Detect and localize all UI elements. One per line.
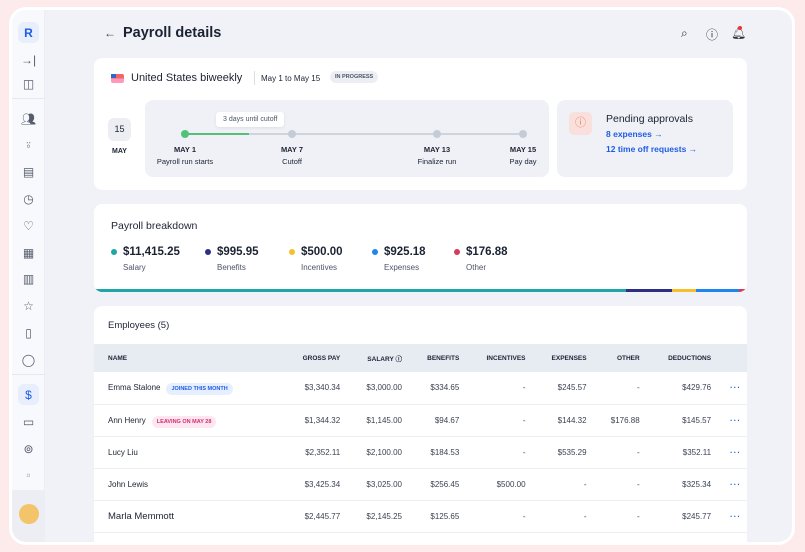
more-options-button[interactable]: ··· bbox=[730, 479, 741, 489]
employees-table: NAME GROSS PAY SALARY ⓘ BENEFITS INCENTIVES E… bbox=[94, 344, 747, 533]
clock-icon[interactable]: ◷ bbox=[23, 191, 34, 206]
help-icon[interactable]: ⓘ bbox=[706, 28, 719, 42]
legend-dot bbox=[111, 249, 117, 255]
money-icon[interactable]: ⊚ bbox=[23, 441, 34, 456]
heart-icon[interactable]: ♡ bbox=[23, 218, 34, 233]
breakdown-segment bbox=[695, 289, 739, 292]
column-header: NAME bbox=[94, 344, 282, 372]
milestone-dot bbox=[519, 130, 527, 138]
add-person-icon[interactable]: ⍤ bbox=[24, 138, 33, 152]
table-row[interactable]: Lucy Liu $2,352.11 $2,100.00 $184.53- $535.2… bbox=[94, 436, 747, 469]
breakdown-segment bbox=[94, 289, 626, 292]
more-options-button[interactable]: ··· bbox=[730, 383, 741, 393]
people-icon[interactable]: 👥︎ bbox=[20, 111, 37, 126]
milestone: MAY 13 Finalize run bbox=[417, 145, 457, 166]
employee-badge: LEAVING ON MAY 28 bbox=[151, 415, 217, 428]
breakdown-item: $995.95 Benefits bbox=[205, 246, 259, 272]
breakdown-segment bbox=[625, 289, 673, 292]
collapse-icon[interactable]: →| bbox=[20, 52, 37, 67]
document-icon[interactable]: ▦ bbox=[22, 245, 35, 260]
alert-icon: ⓘ bbox=[569, 112, 592, 135]
column-header: EXPENSES bbox=[531, 344, 593, 372]
status-badge: IN PROGRESS bbox=[330, 71, 379, 83]
back-arrow-icon[interactable]: ← bbox=[104, 26, 116, 40]
payroll-breakdown-card: Payroll breakdown $11,415.25 Salary $995.9… bbox=[94, 204, 747, 292]
table-row[interactable]: Ann Henry LEAVING ON MAY 28 $1,344.32 $1,14… bbox=[94, 404, 747, 437]
breakdown-item: $176.88 Other bbox=[454, 246, 508, 272]
breakdown-title: Payroll breakdown bbox=[111, 220, 198, 232]
calculator-icon[interactable]: ▥ bbox=[22, 271, 35, 286]
expenses-link[interactable]: 8 expenses → bbox=[606, 129, 663, 139]
milestone-dot bbox=[433, 130, 441, 138]
milestone: MAY 7 Cutoff bbox=[280, 145, 304, 166]
employee-badge: JOINED THIS MONTH bbox=[166, 383, 233, 396]
breakdown-bar bbox=[94, 289, 747, 292]
more-options-button[interactable]: ··· bbox=[730, 415, 741, 425]
time-off-link[interactable]: 12 time off requests → bbox=[606, 144, 698, 154]
run-dates: May 1 to May 15 bbox=[261, 74, 321, 83]
column-header: GROSS PAY bbox=[281, 344, 347, 372]
table-row[interactable]: Emma Stalone JOINED THIS MONTH $3,340.34 $3… bbox=[94, 372, 747, 405]
approvals-title: Pending approvals bbox=[606, 113, 693, 125]
list-icon[interactable]: ▤ bbox=[22, 164, 35, 179]
bell-icon[interactable]: 🔔︎ bbox=[731, 26, 747, 40]
more-options-button[interactable]: ··· bbox=[730, 511, 741, 521]
panel-icon[interactable]: ◫ bbox=[22, 76, 35, 91]
dollar-icon[interactable]: $ bbox=[18, 384, 39, 405]
table-row[interactable]: Marla Memmott $2,445.77 $2,145.25 $125.65- -… bbox=[94, 500, 747, 533]
breakdown-item: $925.18 Expenses bbox=[372, 246, 426, 272]
milestone-dot bbox=[181, 130, 189, 138]
column-header: OTHER bbox=[592, 344, 646, 372]
milestone-dot bbox=[288, 130, 296, 138]
help-icon: ⓘ bbox=[395, 356, 402, 363]
legend-dot bbox=[205, 249, 211, 255]
receipt-icon[interactable]: ▫ bbox=[26, 467, 31, 482]
employees-title: Employees (5) bbox=[108, 320, 170, 331]
breakdown-item: $11,415.25 Salary bbox=[111, 246, 180, 272]
timeline: 3 days until cutoff MAY 1 Payroll run sta… bbox=[145, 100, 549, 177]
calendar-icon: 15 bbox=[108, 118, 131, 141]
milestone: MAY 15 Pay day bbox=[509, 145, 537, 166]
page-title: Payroll details bbox=[123, 25, 222, 41]
logo: R bbox=[18, 22, 39, 43]
run-name: United States biweekly bbox=[131, 72, 243, 84]
avatar[interactable] bbox=[19, 504, 39, 524]
calendar-month: MAY bbox=[112, 148, 127, 155]
breakdown-segment bbox=[672, 289, 696, 292]
legend-dot bbox=[454, 249, 460, 255]
column-header: INCENTIVES bbox=[465, 344, 532, 372]
more-options-button[interactable]: ··· bbox=[730, 447, 741, 457]
breakdown-segment bbox=[738, 289, 747, 292]
device-icon[interactable]: ▯ bbox=[25, 325, 32, 340]
us-flag-icon bbox=[111, 74, 124, 83]
app-window: R →| ◫ 👥︎ ⍤ ▤ ◷ ♡ ▦ ▥ ☆ ▯ ◯ $ ▭ ⊚ ▫ ← Pa… bbox=[12, 10, 792, 542]
search-icon[interactable]: ⌕ bbox=[681, 26, 688, 40]
milestone: MAY 1 Payroll run starts bbox=[156, 145, 214, 166]
chat-icon[interactable]: ◯ bbox=[21, 352, 36, 367]
payroll-run-card: United States biweekly May 1 to May 15 I… bbox=[94, 58, 747, 190]
pending-approvals: ⓘ Pending approvals 8 expenses → 12 time… bbox=[557, 100, 733, 177]
column-header: SALARY ⓘ bbox=[346, 344, 408, 372]
star-icon[interactable]: ☆ bbox=[23, 298, 34, 313]
card-icon[interactable]: ▭ bbox=[22, 414, 35, 429]
legend-dot bbox=[289, 249, 295, 255]
sidebar: R →| ◫ 👥︎ ⍤ ▤ ◷ ♡ ▦ ▥ ☆ ▯ ◯ $ ▭ ⊚ ▫ bbox=[12, 10, 45, 542]
legend-dot bbox=[372, 249, 378, 255]
column-header: BENEFITS bbox=[407, 344, 466, 372]
table-row[interactable]: John Lewis $3,425.34 $3,025.00 $256.45 $500.… bbox=[94, 468, 747, 501]
employees-card: Employees (5) NAME GROSS PAY SALARY ⓘ BENEF… bbox=[94, 306, 747, 542]
breakdown-item: $500.00 Incentives bbox=[289, 246, 343, 272]
column-header: DEDUCTIONS bbox=[645, 344, 718, 372]
cutoff-tooltip: 3 days until cutoff bbox=[216, 112, 285, 127]
